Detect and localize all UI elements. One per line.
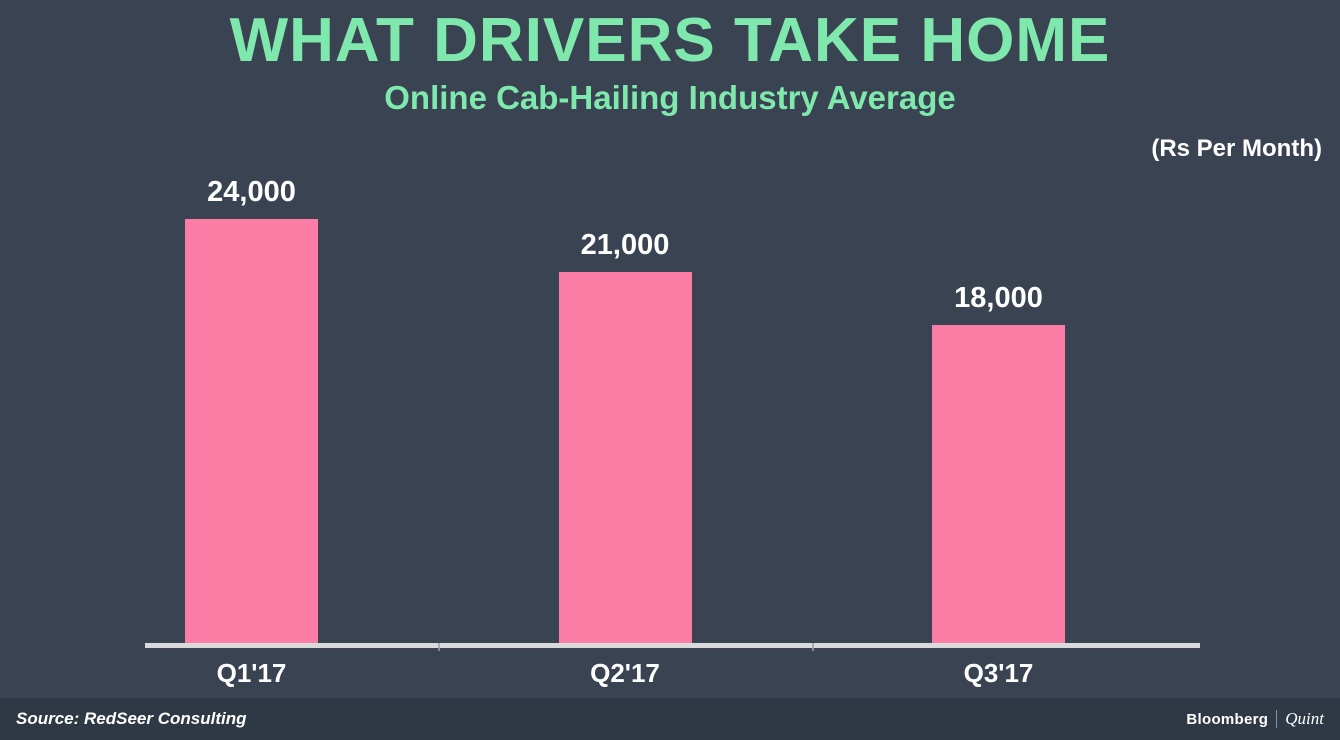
chart-title: WHAT DRIVERS TAKE HOME xyxy=(229,6,1111,75)
x-tick-label: Q3'17 xyxy=(963,658,1034,688)
bar xyxy=(185,219,318,643)
bar xyxy=(558,272,692,643)
x-axis-line xyxy=(145,643,1200,648)
footer-bar: Source: RedSeer Consulting Bloomberg Qui… xyxy=(0,698,1340,740)
bar xyxy=(932,325,1065,643)
x-tick-label: Q2'17 xyxy=(590,658,660,688)
bars: 24,000 21,000 18,000 xyxy=(185,170,1065,643)
quint-logo: Quint xyxy=(1285,709,1324,728)
bar-group: 24,000 xyxy=(185,176,318,643)
bar-group: 18,000 xyxy=(932,282,1065,643)
bar-value-label: 18,000 xyxy=(954,282,1043,314)
unit-row: (Rs Per Month) xyxy=(0,135,1340,163)
bar-chart: 24,000 21,000 18,000 Q1'17 Q2'17 Q3'17 xyxy=(145,170,1200,688)
brand-logo: Bloomberg Quint xyxy=(1186,709,1324,729)
chart-subtitle: Online Cab-Hailing Industry Average xyxy=(384,79,956,117)
chart-header: WHAT DRIVERS TAKE HOME Online Cab-Hailin… xyxy=(0,0,1340,163)
brand-divider xyxy=(1276,710,1278,728)
bloomberg-logo: Bloomberg xyxy=(1186,710,1269,728)
axis-tick xyxy=(812,643,814,651)
x-labels: Q1'17 Q2'17 Q3'17 xyxy=(185,658,1065,689)
bar-value-label: 24,000 xyxy=(207,176,296,208)
axis-tick xyxy=(438,643,440,651)
unit-label: (Rs Per Month) xyxy=(1151,135,1322,163)
bar-value-label: 21,000 xyxy=(580,229,670,261)
bar-group: 21,000 xyxy=(558,229,692,643)
source-text: Source: RedSeer Consulting xyxy=(16,709,247,728)
x-tick-label: Q1'17 xyxy=(216,658,287,688)
